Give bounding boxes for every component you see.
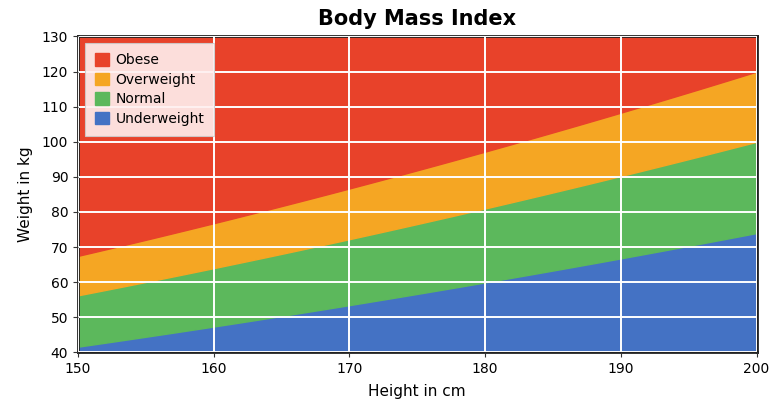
- X-axis label: Height in cm: Height in cm: [368, 384, 466, 399]
- Legend: Obese, Overweight, Normal, Underweight: Obese, Overweight, Normal, Underweight: [85, 43, 214, 136]
- Y-axis label: Weight in kg: Weight in kg: [19, 147, 34, 242]
- Title: Body Mass Index: Body Mass Index: [318, 9, 516, 29]
